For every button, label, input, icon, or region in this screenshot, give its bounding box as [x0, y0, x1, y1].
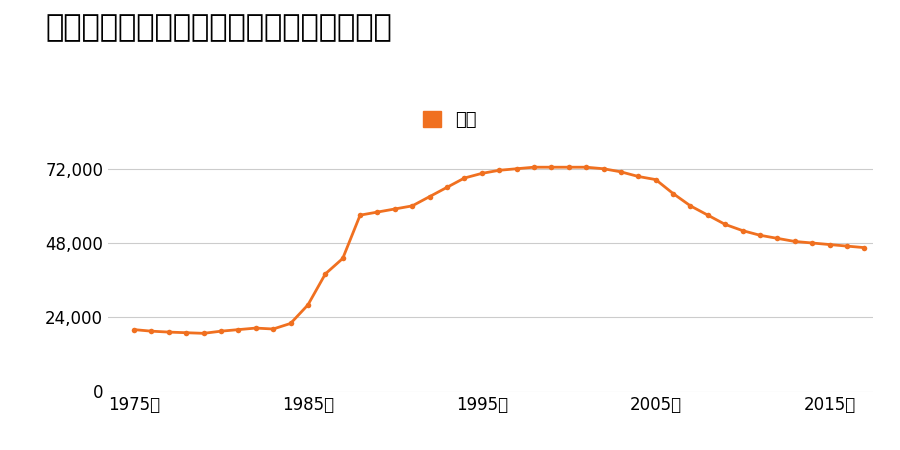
価格 — [407, 203, 418, 209]
価格 — [616, 169, 626, 175]
価格 — [129, 327, 140, 332]
価格 — [789, 239, 800, 244]
価格 — [146, 328, 157, 334]
価格 — [390, 206, 400, 211]
価格 — [546, 165, 557, 170]
価格 — [580, 165, 591, 170]
価格 — [651, 177, 661, 182]
価格 — [702, 212, 713, 218]
Text: 福岡県久留米市南町３８９番２の地価推移: 福岡県久留米市南町３８９番２の地価推移 — [45, 14, 392, 42]
価格 — [442, 184, 453, 190]
価格 — [198, 331, 209, 336]
価格 — [216, 328, 227, 334]
価格 — [754, 233, 765, 238]
価格 — [563, 165, 574, 170]
価格 — [285, 321, 296, 326]
価格 — [494, 167, 505, 173]
価格 — [233, 327, 244, 332]
価格 — [424, 194, 435, 199]
価格 — [320, 271, 330, 277]
価格 — [476, 171, 487, 176]
価格 — [859, 245, 869, 250]
価格 — [633, 174, 643, 179]
価格 — [164, 329, 175, 335]
価格 — [598, 166, 609, 171]
価格 — [685, 203, 696, 209]
価格 — [250, 325, 261, 331]
価格 — [355, 212, 365, 218]
価格 — [772, 236, 783, 241]
価格 — [372, 209, 382, 215]
価格 — [268, 326, 279, 332]
価格 — [302, 302, 313, 308]
価格 — [338, 256, 348, 261]
価格 — [459, 176, 470, 181]
価格 — [720, 222, 731, 227]
価格 — [842, 243, 852, 249]
価格 — [181, 330, 192, 335]
Line: 価格: 価格 — [131, 164, 867, 336]
価格 — [806, 240, 817, 246]
価格 — [824, 242, 835, 247]
価格 — [511, 166, 522, 171]
価格 — [737, 228, 748, 233]
Legend: 価格: 価格 — [416, 104, 484, 136]
価格 — [528, 165, 539, 170]
価格 — [668, 191, 679, 196]
